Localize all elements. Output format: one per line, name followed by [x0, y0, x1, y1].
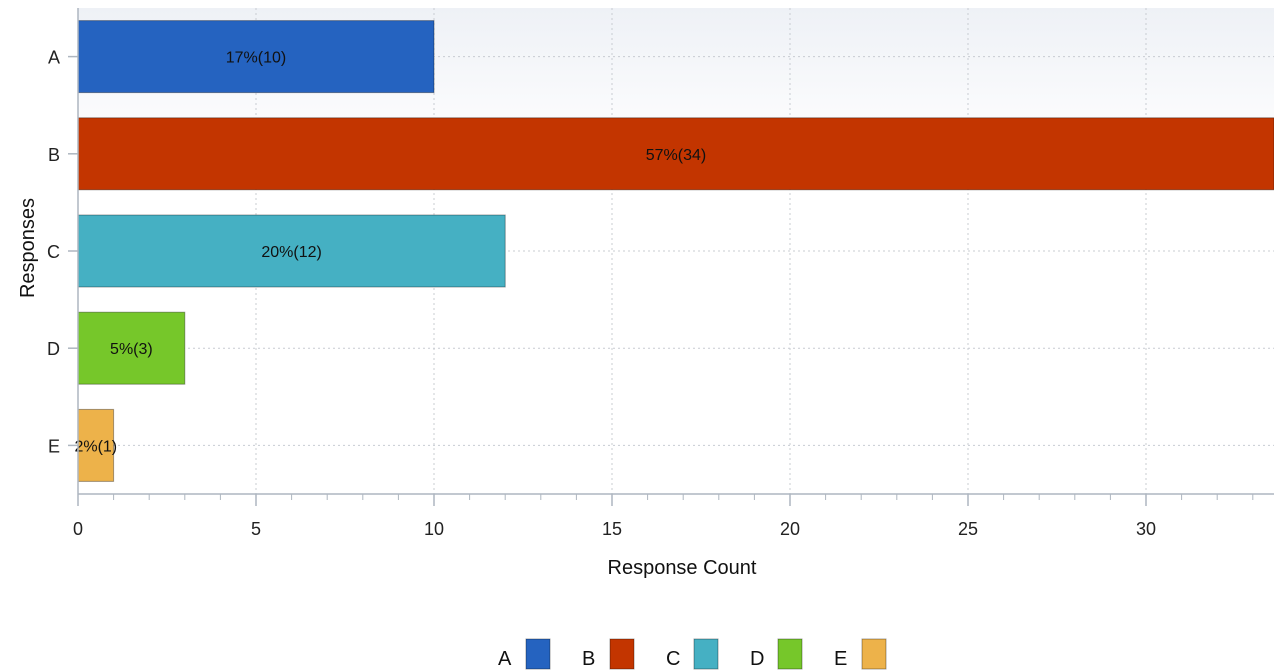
bar-label-d: 5%(3) — [110, 341, 153, 358]
y-tick-label-b: B — [48, 145, 60, 165]
bar-e — [77, 408, 115, 482]
bar-label-b: 57%(34) — [646, 147, 706, 164]
bar-label-a: 17%(10) — [226, 50, 286, 67]
bars: 17%(10) 57%(34) 20%(12) 5%(3) 2%(1) — [74, 20, 1274, 482]
bar-label-c: 20%(12) — [261, 244, 321, 261]
x-tick-label: 30 — [1136, 519, 1156, 539]
y-axis-title: Responses — [17, 198, 39, 298]
x-tick-label: 5 — [251, 519, 261, 539]
x-tick-label: 20 — [780, 519, 800, 539]
x-tick-label: 25 — [958, 519, 978, 539]
ticks: A B C D E 0 5 10 15 20 25 30 — [47, 48, 1254, 539]
legend-swatch-b — [609, 638, 635, 670]
legend-swatch-e — [861, 638, 887, 670]
x-tick-label: 0 — [73, 519, 83, 539]
legend-label-c: C — [666, 648, 680, 670]
bar-b — [77, 117, 1274, 191]
legend-swatch-c — [693, 638, 719, 670]
legend: A B C D E — [498, 638, 887, 670]
bar-a — [77, 20, 435, 94]
legend-swatch-a — [525, 638, 551, 670]
bar-c — [77, 214, 506, 288]
x-axis-title: Response Count — [608, 557, 757, 579]
legend-label-e: E — [834, 648, 847, 670]
bar-d — [77, 311, 186, 385]
y-tick-label-d: D — [47, 339, 60, 359]
x-tick-label: 10 — [424, 519, 444, 539]
legend-swatch-d — [777, 638, 803, 670]
y-tick-label-c: C — [47, 242, 60, 262]
x-tick-label: 15 — [602, 519, 622, 539]
y-tick-label-e: E — [48, 436, 60, 456]
y-tick-label-a: A — [48, 48, 60, 68]
legend-label-a: A — [498, 648, 512, 670]
legend-label-b: B — [582, 648, 595, 670]
legend-label-d: D — [750, 648, 764, 670]
bar-label-e: 2%(1) — [74, 438, 117, 455]
